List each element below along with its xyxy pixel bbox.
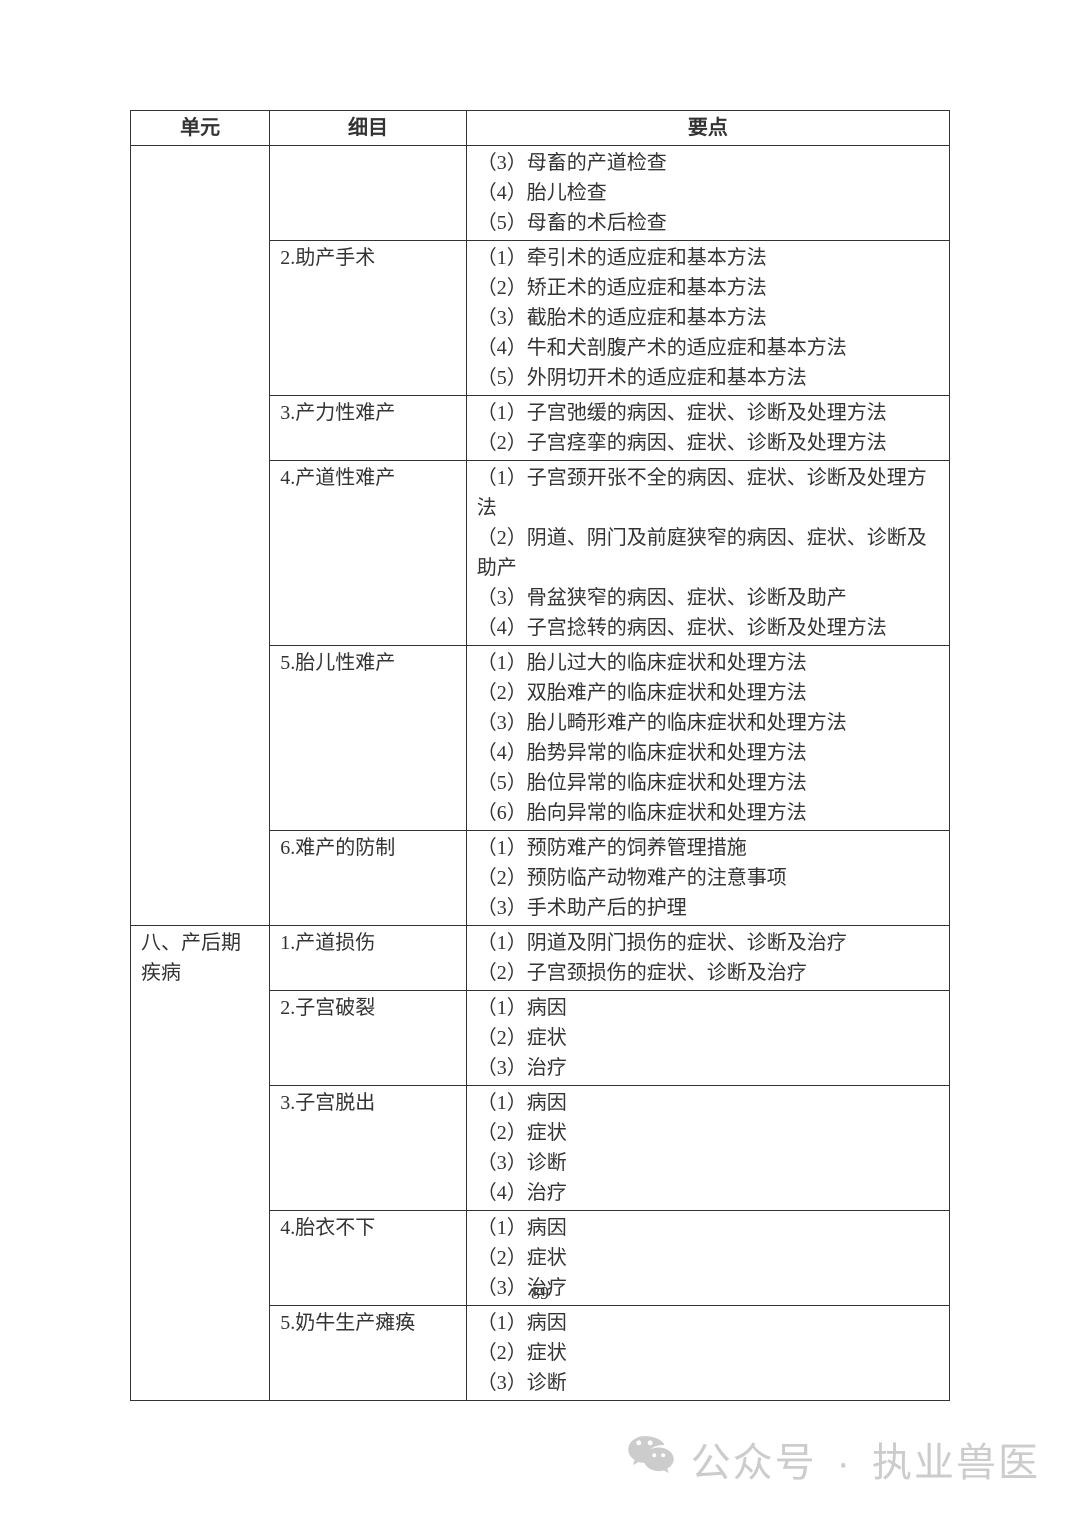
point-item: （3）截胎术的适应症和基本方法 [477,303,939,333]
point-item: （1）阴道及阴门损伤的症状、诊断及治疗 [477,928,939,958]
point-item: （1）病因 [477,993,939,1023]
point-item: （1）病因 [477,1213,939,1243]
detail-cell: 4.产道性难产 [270,461,467,646]
point-item: （1）子宫弛缓的病因、症状、诊断及处理方法 [477,398,939,428]
point-item: （5）外阴切开术的适应症和基本方法 [477,363,939,393]
point-item: （6）胎向异常的临床症状和处理方法 [477,798,939,828]
point-item: （2）症状 [477,1338,939,1368]
point-item: （1）预防难产的饲养管理措施 [477,833,939,863]
points-cell: （1）病因（2）症状（3）诊断（4）治疗 [466,1086,949,1211]
detail-cell: 1.产道损伤 [270,926,467,991]
points-cell: （1）病因（2）症状（3）治疗 [466,991,949,1086]
page-number: 89 [0,1280,1080,1307]
point-item: （2）子宫痉挛的病因、症状、诊断及处理方法 [477,428,939,458]
point-item: （1）牵引术的适应症和基本方法 [477,243,939,273]
detail-cell: 3.子宫脱出 [270,1086,467,1211]
detail-cell: 5.胎儿性难产 [270,646,467,831]
table-row: 八、产后期疾病1.产道损伤（1）阴道及阴门损伤的症状、诊断及治疗（2）子宫颈损伤… [131,926,950,991]
point-item: （5）胎位异常的临床症状和处理方法 [477,768,939,798]
table-header-row: 单元 细目 要点 [131,111,950,146]
wechat-icon [625,1428,677,1497]
table-body: （3）母畜的产道检查（4）胎儿检查（5）母畜的术后检查2.助产手术（1）牵引术的… [131,146,950,1401]
point-item: （3）治疗 [477,1053,939,1083]
point-item: （2）阴道、阴门及前庭狭窄的病因、症状、诊断及助产 [477,523,939,583]
col-header-detail: 细目 [270,111,467,146]
document-page: 单元 细目 要点 （3）母畜的产道检查（4）胎儿检查（5）母畜的术后检查2.助产… [0,0,1080,1401]
point-item: （3）诊断 [477,1148,939,1178]
detail-cell: 3.产力性难产 [270,396,467,461]
watermark-name: 执业兽医 [872,1433,1040,1493]
detail-cell: 2.子宫破裂 [270,991,467,1086]
detail-cell: 5.奶牛生产瘫痪 [270,1306,467,1401]
points-cell: （3）母畜的产道检查（4）胎儿检查（5）母畜的术后检查 [466,146,949,241]
point-item: （1）病因 [477,1308,939,1338]
point-item: （4）胎儿检查 [477,178,939,208]
table-row: （3）母畜的产道检查（4）胎儿检查（5）母畜的术后检查 [131,146,950,241]
watermark-prefix: 公众号 [691,1433,817,1493]
points-cell: （1）阴道及阴门损伤的症状、诊断及治疗（2）子宫颈损伤的症状、诊断及治疗 [466,926,949,991]
point-item: （1）子宫颈开张不全的病因、症状、诊断及处理方法 [477,463,939,523]
point-item: （3）骨盆狭窄的病因、症状、诊断及助产 [477,583,939,613]
point-item: （5）母畜的术后检查 [477,208,939,238]
point-item: （3）母畜的产道检查 [477,148,939,178]
point-item: （4）子宫捻转的病因、症状、诊断及处理方法 [477,613,939,643]
point-item: （2）症状 [477,1243,939,1273]
point-item: （4）牛和犬剖腹产术的适应症和基本方法 [477,333,939,363]
unit-cell: 八、产后期疾病 [131,926,270,1401]
points-cell: （1）胎儿过大的临床症状和处理方法（2）双胎难产的临床症状和处理方法（3）胎儿畸… [466,646,949,831]
point-item: （2）症状 [477,1118,939,1148]
point-item: （4）胎势异常的临床症状和处理方法 [477,738,939,768]
watermark: 公众号 · 执业兽医 [625,1428,1040,1497]
point-item: （3）手术助产后的护理 [477,893,939,923]
col-header-unit: 单元 [131,111,270,146]
points-cell: （1）子宫颈开张不全的病因、症状、诊断及处理方法（2）阴道、阴门及前庭狭窄的病因… [466,461,949,646]
point-item: （1）胎儿过大的临床症状和处理方法 [477,648,939,678]
point-item: （2）症状 [477,1023,939,1053]
syllabus-table: 单元 细目 要点 （3）母畜的产道检查（4）胎儿检查（5）母畜的术后检查2.助产… [130,110,950,1401]
detail-cell: 2.助产手术 [270,241,467,396]
points-cell: （1）牵引术的适应症和基本方法（2）矫正术的适应症和基本方法（3）截胎术的适应症… [466,241,949,396]
detail-cell: 6.难产的防制 [270,831,467,926]
watermark-separator: · [831,1433,858,1493]
point-item: （2）子宫颈损伤的症状、诊断及治疗 [477,958,939,988]
point-item: （4）治疗 [477,1178,939,1208]
point-item: （2）预防临产动物难产的注意事项 [477,863,939,893]
point-item: （1）病因 [477,1088,939,1118]
points-cell: （1）子宫弛缓的病因、症状、诊断及处理方法（2）子宫痉挛的病因、症状、诊断及处理… [466,396,949,461]
point-item: （3）诊断 [477,1368,939,1398]
points-cell: （1）病因（2）症状（3）诊断 [466,1306,949,1401]
point-item: （2）双胎难产的临床症状和处理方法 [477,678,939,708]
col-header-points: 要点 [466,111,949,146]
point-item: （3）胎儿畸形难产的临床症状和处理方法 [477,708,939,738]
unit-cell [131,146,270,926]
point-item: （2）矫正术的适应症和基本方法 [477,273,939,303]
points-cell: （1）预防难产的饲养管理措施（2）预防临产动物难产的注意事项（3）手术助产后的护… [466,831,949,926]
detail-cell [270,146,467,241]
